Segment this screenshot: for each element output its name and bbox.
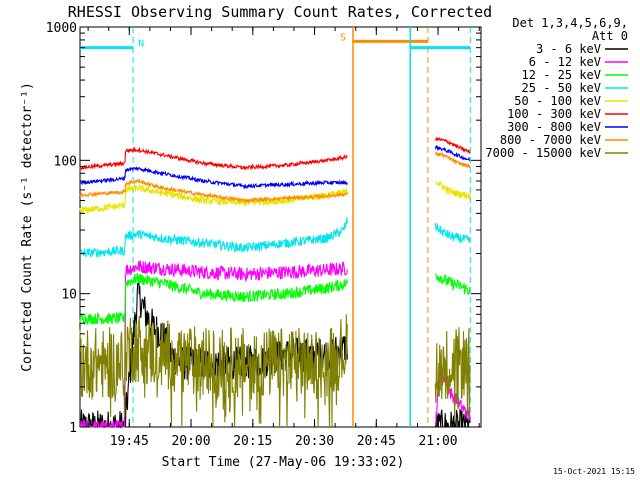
flag-label: N [138,39,144,50]
series-line [79,217,471,258]
y-tick-label: 10 [61,288,77,303]
legend-label: 300 - 800 keV [507,120,601,134]
series-line [79,144,471,190]
attenuator-label: Att 0 [592,29,628,43]
legend-label: 3 - 6 keV [536,42,601,56]
legend-label: 6 - 12 keV [529,55,601,69]
flag-layer: NS [80,27,471,427]
chart-title: RHESSI Observing Summary Count Rates, Co… [68,3,492,21]
series-line [79,137,471,171]
y-axis-label: Corrected Count Rate (s⁻¹ detector⁻¹) [20,82,35,372]
legend-label: 7000 - 15000 keV [485,146,601,160]
x-axis-label: Start Time (27-May-06 19:33:02) [162,455,405,470]
legend-label: 25 - 50 keV [522,81,601,95]
y-tick-label: 100 [54,154,77,169]
x-tick-label: 19:45 [110,434,149,449]
y-tick-label: 1 [69,421,77,436]
plot-frame [79,26,482,428]
date-stamp: 15-Oct-2021 15:15 [553,467,635,476]
series-layer [79,137,471,429]
series-line [79,272,471,325]
x-tick-label: 20:45 [357,434,396,449]
legend-label: 12 - 25 keV [522,68,601,82]
legend-label: 800 - 7000 keV [500,133,601,147]
y-axis: 1 10 100 1000 [46,21,481,436]
flag-label: S [340,32,346,43]
legend-label: 50 - 100 keV [514,94,601,108]
detectors-label: Det 1,3,4,5,6,9, [512,16,628,30]
legend-label: 100 - 300 keV [507,107,601,121]
x-tick-label: 20:15 [233,434,272,449]
x-tick-label: 21:00 [418,434,457,449]
series-line [79,314,471,428]
y-tick-label: 1000 [46,21,77,36]
series-line [79,151,471,204]
x-tick-label: 20:00 [171,434,210,449]
x-axis: 19:45 20:00 20:15 20:30 20:45 21:00 [87,27,480,449]
x-tick-label: 20:30 [295,434,334,449]
